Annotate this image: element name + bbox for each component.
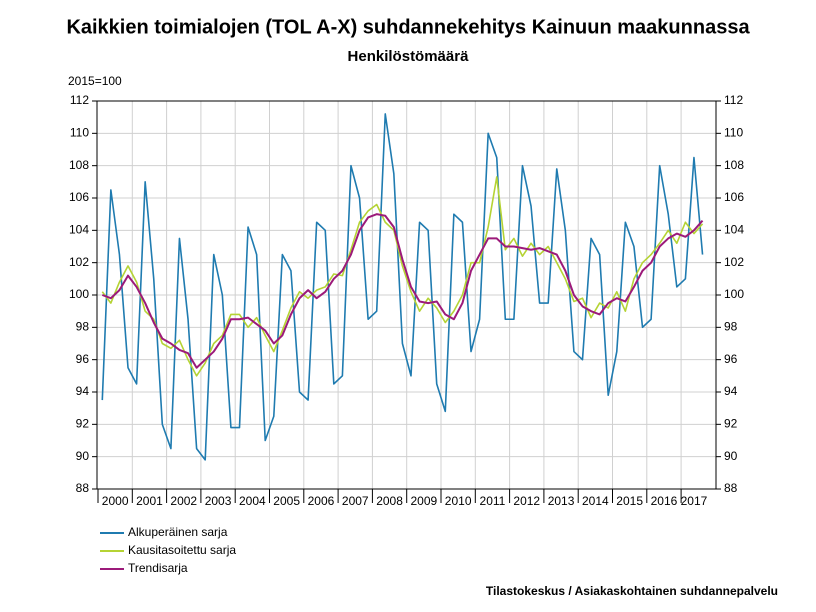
y-tick-label: 104 bbox=[69, 223, 89, 237]
x-tick-label: 2010 bbox=[445, 494, 472, 508]
y2-tick-label: 100 bbox=[724, 287, 744, 301]
x-tick-label: 2015 bbox=[616, 494, 643, 508]
y2-tick-label: 92 bbox=[724, 417, 738, 431]
y2-tick-label: 108 bbox=[724, 158, 744, 172]
y2-tick-label: 94 bbox=[724, 384, 738, 398]
y2-tick-label: 98 bbox=[724, 320, 738, 334]
x-tick-label: 2001 bbox=[136, 494, 163, 508]
legend-label: Kausitasoitettu sarja bbox=[128, 543, 236, 557]
x-tick-label: 2005 bbox=[273, 494, 300, 508]
y-tick-label: 90 bbox=[76, 449, 90, 463]
y2-tick-label: 96 bbox=[724, 352, 738, 366]
x-tick-label: 2002 bbox=[170, 494, 197, 508]
chart-subtitle: Henkilöstömäärä bbox=[348, 48, 470, 65]
x-tick-label: 2014 bbox=[582, 494, 609, 508]
x-tick-label: 2016 bbox=[651, 494, 678, 508]
y2-tick-label: 90 bbox=[724, 449, 738, 463]
y2-tick-label: 104 bbox=[724, 223, 744, 237]
chart-title: Kaikkien toimialojen (TOL A-X) suhdannek… bbox=[66, 16, 750, 38]
y2-tick-label: 88 bbox=[724, 481, 738, 495]
x-tick-label: 2008 bbox=[376, 494, 403, 508]
legend-label: Trendisarja bbox=[128, 561, 188, 575]
x-tick-label: 2004 bbox=[239, 494, 266, 508]
series-line bbox=[101, 176, 704, 377]
x-tick-label: 2007 bbox=[342, 494, 369, 508]
series-line bbox=[101, 213, 704, 369]
y2-tick-label: 106 bbox=[724, 190, 744, 204]
y-tick-label: 108 bbox=[69, 158, 89, 172]
y-tick-label: 98 bbox=[76, 320, 90, 334]
y-tick-label: 92 bbox=[76, 417, 90, 431]
y-tick-label: 110 bbox=[70, 126, 89, 140]
y-tick-label: 112 bbox=[70, 93, 89, 107]
y-tick-label: 96 bbox=[76, 352, 90, 366]
x-tick-label: 2011 bbox=[480, 494, 506, 508]
y-tick-label: 102 bbox=[69, 255, 89, 269]
x-tick-label: 2000 bbox=[102, 494, 129, 508]
source: Tilastokeskus / Asiakaskohtainen suhdann… bbox=[486, 584, 778, 598]
x-tick-label: 2017 bbox=[681, 494, 708, 508]
y2-tick-label: 112 bbox=[724, 93, 743, 107]
x-tick-label: 2006 bbox=[308, 494, 335, 508]
plot-frame bbox=[96, 100, 717, 490]
y-tick-label: 106 bbox=[69, 190, 89, 204]
y-axis-label: 2015=100 bbox=[68, 74, 122, 88]
x-tick-label: 2003 bbox=[205, 494, 232, 508]
legend-label: Alkuperäinen sarja bbox=[128, 525, 228, 539]
x-tick-label: 2009 bbox=[410, 494, 437, 508]
x-tick-label: 2013 bbox=[548, 494, 575, 508]
y2-tick-label: 110 bbox=[724, 126, 743, 140]
x-tick-label: 2012 bbox=[513, 494, 540, 508]
series-line bbox=[101, 113, 704, 461]
y-tick-label: 100 bbox=[69, 287, 89, 301]
y2-tick-label: 102 bbox=[724, 255, 744, 269]
y-tick-label: 94 bbox=[76, 384, 90, 398]
y-tick-label: 88 bbox=[76, 481, 90, 495]
